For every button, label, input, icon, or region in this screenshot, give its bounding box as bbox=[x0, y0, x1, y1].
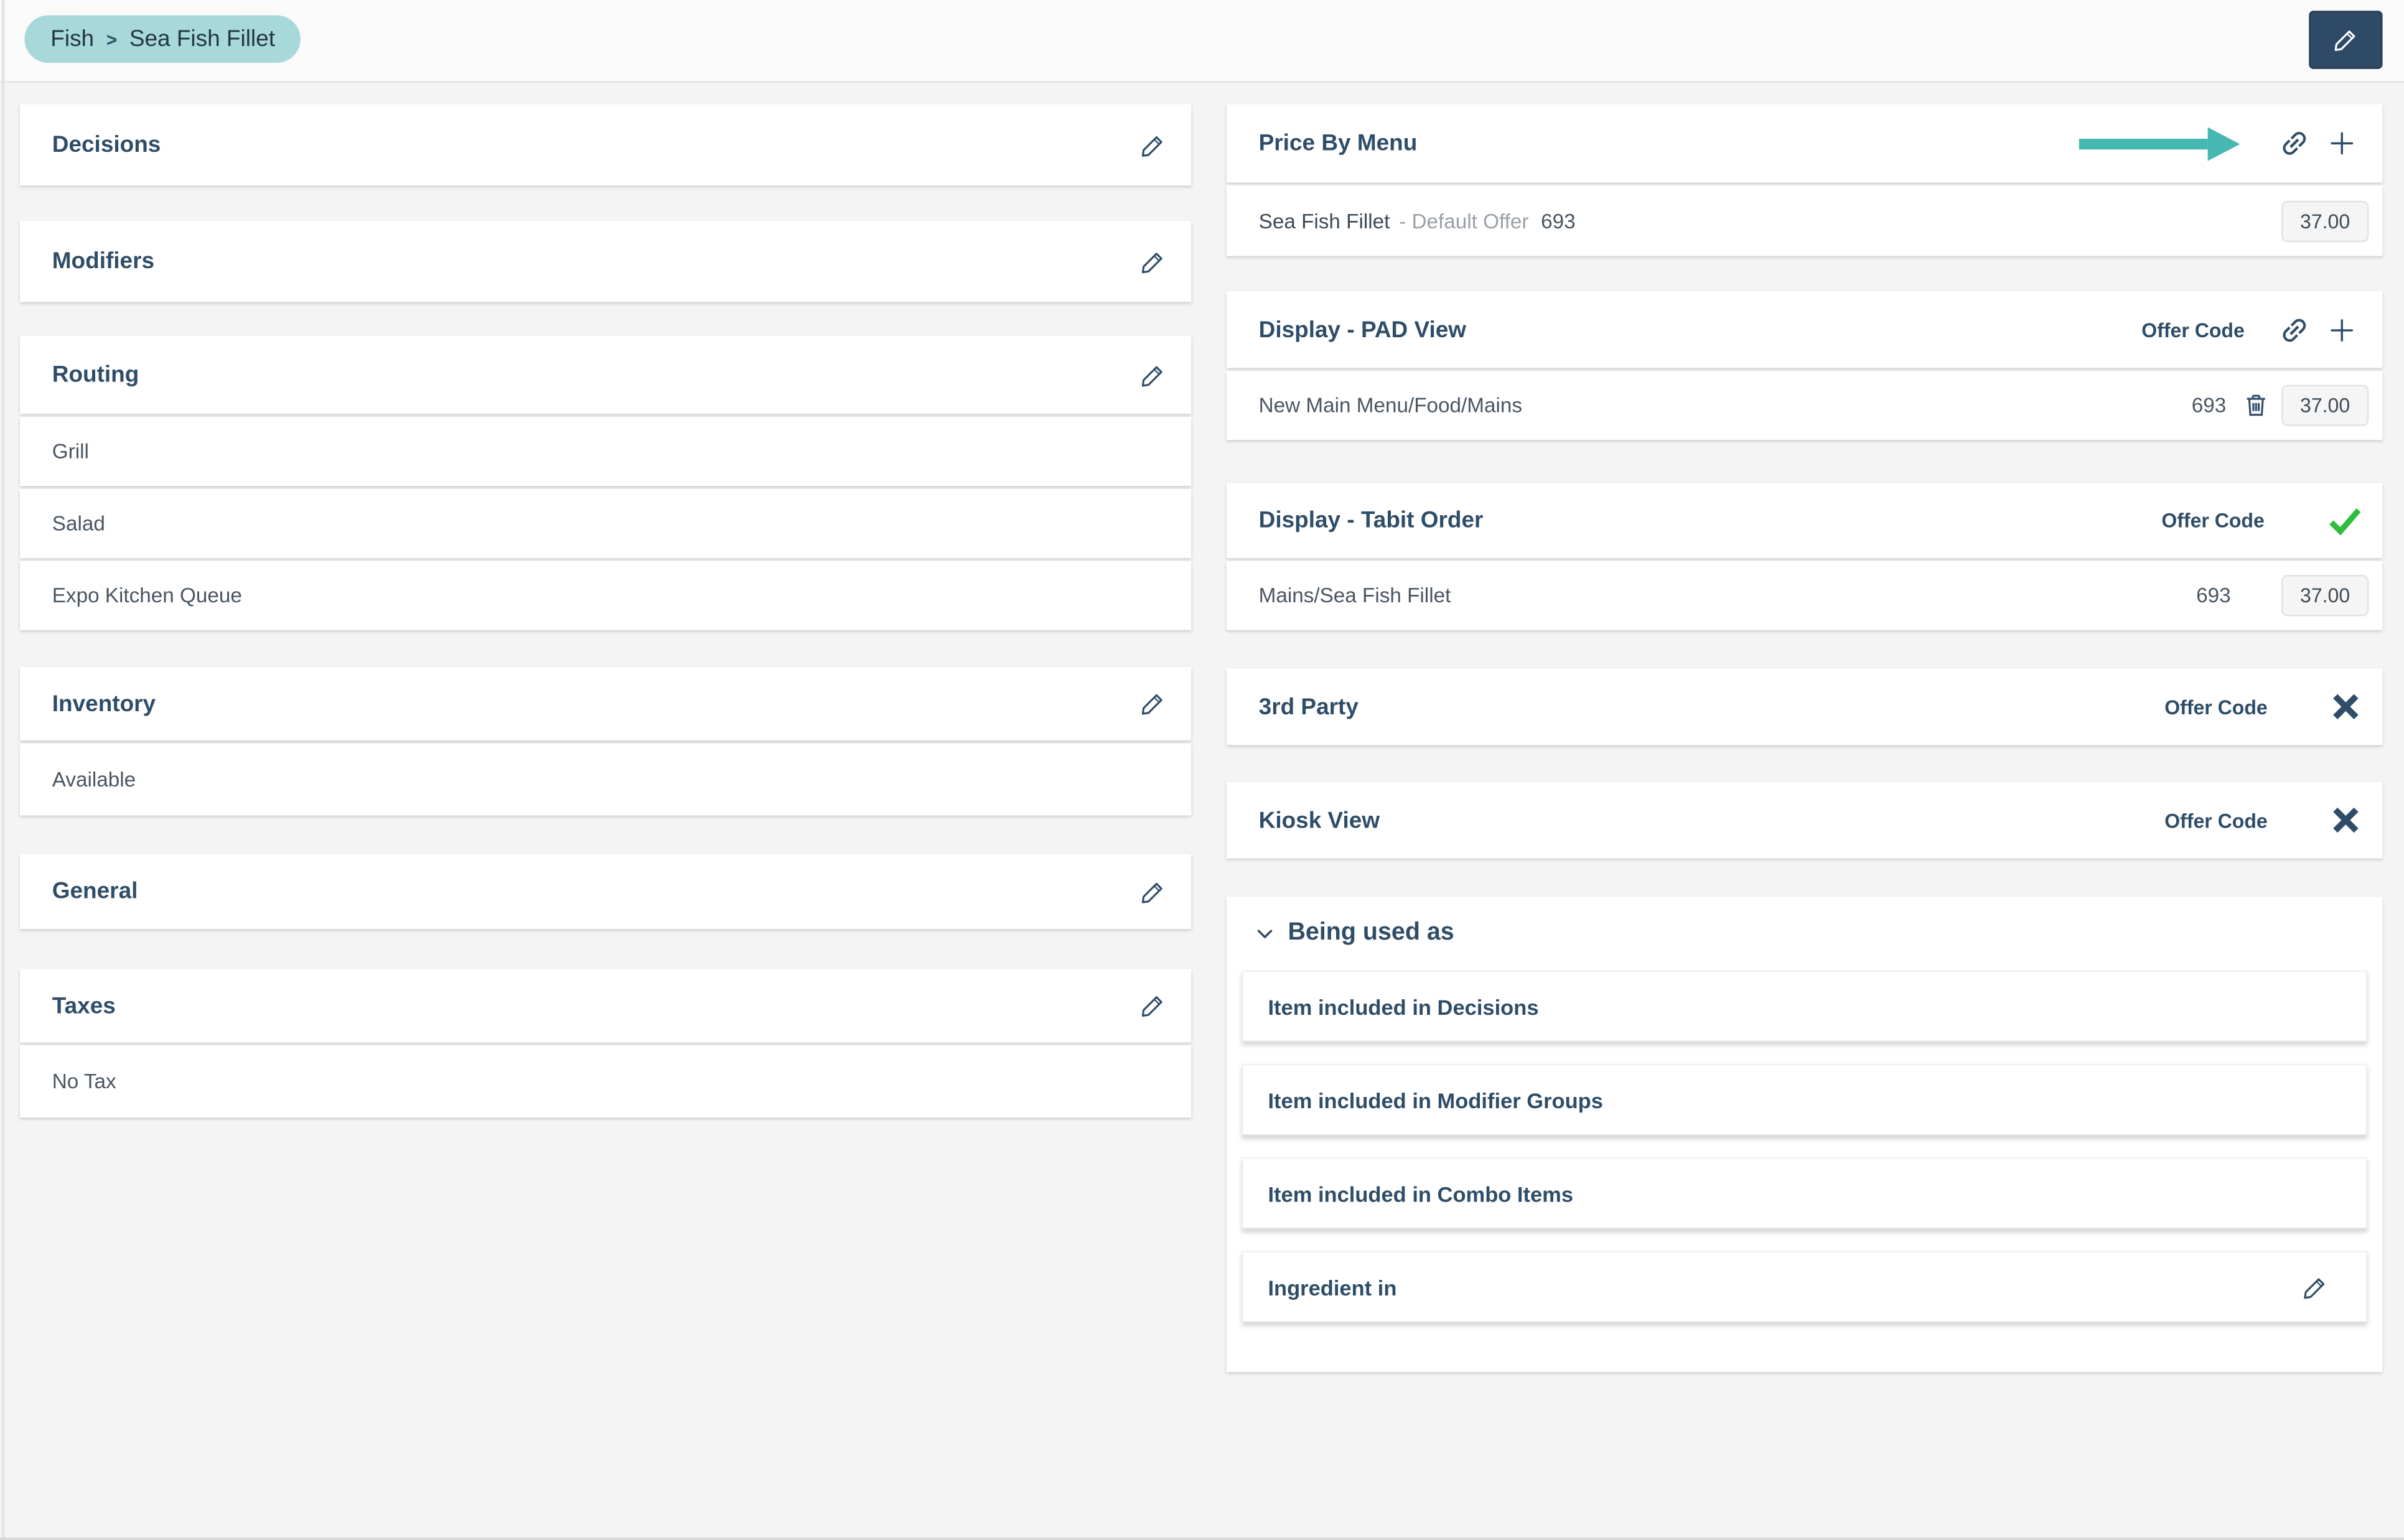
add-offer-icon[interactable] bbox=[2326, 314, 2358, 346]
routing-row: Salad bbox=[20, 488, 1192, 558]
card-title: Inventory bbox=[52, 690, 156, 717]
offer-code-number: 693 bbox=[2196, 584, 2231, 607]
item-label: Item included in Decisions bbox=[1268, 994, 1539, 1019]
price-by-menu-row: Sea Fish Fillet - Default Offer 693 37.0… bbox=[1226, 185, 2383, 256]
edit-ingredient-in-icon[interactable] bbox=[2301, 1273, 2329, 1300]
card-price-by-menu: Price By Menu Sea Fish Fillet - Default … bbox=[1226, 104, 2383, 256]
edit-item-button[interactable] bbox=[2309, 11, 2383, 69]
offer-code-number: 693 bbox=[1541, 209, 1576, 233]
card-inventory: Inventory Available bbox=[20, 666, 1192, 816]
routing-row: Grill bbox=[20, 417, 1192, 486]
edit-decisions-icon[interactable] bbox=[1139, 131, 1166, 159]
card-routing: Routing Grill Salad Expo Kitchen Queue bbox=[20, 335, 1192, 630]
card-modifiers: Modifiers bbox=[20, 220, 1192, 302]
edit-taxes-icon[interactable] bbox=[1139, 992, 1166, 1019]
offer-code-label: Offer Code bbox=[2164, 695, 2268, 719]
item-label: Item included in Combo Items bbox=[1268, 1181, 1574, 1206]
left-column: Decisions Modifiers Routing Grill Salad … bbox=[20, 104, 1192, 1118]
chevron-down-icon bbox=[1254, 923, 1275, 944]
section-title: Being used as bbox=[1288, 920, 1454, 946]
item-label: Ingredient in bbox=[1268, 1274, 1397, 1299]
right-column: Price By Menu Sea Fish Fillet - Default … bbox=[1226, 104, 2383, 1372]
edit-general-icon[interactable] bbox=[1139, 877, 1166, 905]
taxes-row-label: No Tax bbox=[52, 1070, 116, 1093]
card-3rd-party: 3rd Party Offer Code bbox=[1226, 668, 2383, 745]
card-kiosk-view: Kiosk View Offer Code bbox=[1226, 782, 2383, 859]
item-label: Item included in Modifier Groups bbox=[1268, 1087, 1603, 1113]
offer-code-label: Offer Code bbox=[2141, 318, 2245, 342]
disabled-x-icon[interactable] bbox=[2329, 690, 2362, 724]
card-title: Display - Tabit Order bbox=[1258, 507, 1484, 534]
price-input[interactable]: 37.00 bbox=[2281, 200, 2369, 242]
card-title: General bbox=[52, 878, 138, 905]
price-by-menu-header: Price By Menu bbox=[1226, 104, 2383, 183]
offer-type: - Default Offer bbox=[1399, 209, 1529, 233]
offer-name: Sea Fish Fillet bbox=[1258, 209, 1390, 233]
being-used-as-item-combo-items[interactable]: Item included in Combo Items bbox=[1242, 1157, 2367, 1230]
being-used-as-item-decisions[interactable]: Item included in Decisions bbox=[1242, 970, 2367, 1043]
card-title: Decisions bbox=[52, 131, 161, 158]
bottom-window-edge bbox=[0, 1538, 2404, 1540]
pencil-icon bbox=[2332, 26, 2359, 54]
price-input[interactable]: 37.00 bbox=[2281, 385, 2369, 426]
card-routing-header: Routing bbox=[20, 335, 1192, 414]
routing-row-label: Expo Kitchen Queue bbox=[52, 584, 242, 607]
link-offer-icon[interactable] bbox=[2278, 314, 2311, 346]
card-taxes-header: Taxes bbox=[20, 969, 1192, 1043]
card-title: Price By Menu bbox=[1258, 130, 1418, 157]
card-title: Kiosk View bbox=[1258, 807, 1380, 833]
routing-row-label: Grill bbox=[52, 440, 89, 464]
edit-inventory-icon[interactable] bbox=[1139, 690, 1166, 717]
card-title: Display - PAD View bbox=[1258, 316, 1467, 343]
tabit-order-row: Mains/Sea Fish Fillet 693 37.00 bbox=[1226, 561, 2383, 630]
offer-code-label: Offer Code bbox=[2164, 808, 2268, 832]
breadcrumb: Fish > Sea Fish Fillet bbox=[24, 15, 301, 63]
card-taxes: Taxes No Tax bbox=[20, 969, 1192, 1118]
menu-path: New Main Menu/Food/Mains bbox=[1258, 394, 1522, 418]
taxes-row: No Tax bbox=[20, 1045, 1192, 1118]
card-title: Taxes bbox=[52, 992, 116, 1019]
routing-row: Expo Kitchen Queue bbox=[20, 561, 1192, 630]
card-title: Routing bbox=[52, 362, 139, 388]
menu-path: Mains/Sea Fish Fillet bbox=[1258, 584, 1451, 607]
tabit-order-header: Display - Tabit Order Offer Code bbox=[1226, 483, 2383, 558]
delete-icon[interactable] bbox=[2242, 391, 2271, 420]
card-decisions: Decisions bbox=[20, 104, 1192, 186]
edit-modifiers-icon[interactable] bbox=[1139, 248, 1166, 275]
card-general: General bbox=[20, 854, 1192, 929]
routing-row-label: Salad bbox=[52, 511, 105, 535]
card-title: 3rd Party bbox=[1258, 693, 1359, 720]
inventory-row-label: Available bbox=[52, 768, 136, 791]
edit-routing-icon[interactable] bbox=[1139, 361, 1166, 388]
breadcrumb-current-item: Sea Fish Fillet bbox=[129, 26, 275, 52]
card-title: Modifiers bbox=[52, 248, 155, 274]
card-being-used-as: Being used as Item included in Decisions… bbox=[1226, 897, 2383, 1372]
inventory-row: Available bbox=[20, 743, 1192, 816]
enabled-check-icon[interactable] bbox=[2326, 502, 2364, 540]
annotation-arrow bbox=[2079, 126, 2240, 161]
top-bar: Fish > Sea Fish Fillet bbox=[0, 0, 2404, 83]
being-used-as-item-modifier-groups[interactable]: Item included in Modifier Groups bbox=[1242, 1063, 2367, 1136]
pad-view-header: Display - PAD View Offer Code bbox=[1226, 291, 2383, 368]
being-used-as-item-ingredient-in[interactable]: Ingredient in bbox=[1242, 1251, 2367, 1323]
link-offer-icon[interactable] bbox=[2278, 127, 2311, 159]
card-inventory-header: Inventory bbox=[20, 666, 1192, 740]
breadcrumb-separator-icon: > bbox=[106, 28, 118, 50]
breadcrumb-category-link[interactable]: Fish bbox=[50, 26, 95, 52]
card-display-tabit-order: Display - Tabit Order Offer Code Mains/S… bbox=[1226, 483, 2383, 630]
offer-code-label: Offer Code bbox=[2161, 508, 2265, 532]
pad-view-row: New Main Menu/Food/Mains 693 37.00 bbox=[1226, 371, 2383, 441]
disabled-x-icon[interactable] bbox=[2329, 803, 2362, 837]
offer-code-number: 693 bbox=[2191, 394, 2227, 418]
card-display-pad-view: Display - PAD View Offer Code New Main M… bbox=[1226, 291, 2383, 441]
left-scrollbar-track bbox=[1, 0, 5, 1540]
being-used-as-toggle[interactable]: Being used as bbox=[1242, 897, 2367, 970]
price-input[interactable]: 37.00 bbox=[2281, 574, 2369, 617]
add-offer-icon[interactable] bbox=[2326, 127, 2358, 159]
